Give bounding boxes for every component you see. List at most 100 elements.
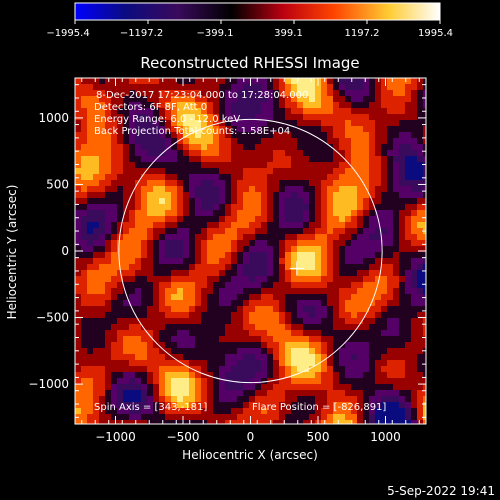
heatmap-cell xyxy=(327,102,333,108)
heatmap-cell xyxy=(141,84,147,90)
heatmap-cell xyxy=(261,192,267,198)
heatmap-cell xyxy=(267,144,273,150)
heatmap-cell xyxy=(255,300,261,306)
heatmap-cell xyxy=(309,240,315,246)
heatmap-cell xyxy=(303,390,309,396)
heatmap-cell xyxy=(225,342,231,348)
heatmap-cell xyxy=(381,222,387,228)
heatmap-cell xyxy=(393,228,399,234)
heatmap-cell xyxy=(387,330,393,336)
heatmap-cell xyxy=(183,90,189,96)
heatmap-cell xyxy=(141,330,147,336)
heatmap-cell xyxy=(189,276,195,282)
heatmap-cell xyxy=(135,402,141,408)
heatmap-cell xyxy=(249,234,255,240)
heatmap-cell xyxy=(249,180,255,186)
heatmap-cell xyxy=(81,204,87,210)
heatmap-cell xyxy=(351,276,357,282)
info-line-method: Back Projection Total counts: 1.58E+04 xyxy=(94,126,290,137)
heatmap-cell xyxy=(297,180,303,186)
heatmap-cell xyxy=(183,210,189,216)
heatmap-cell xyxy=(207,102,213,108)
heatmap-cell xyxy=(153,210,159,216)
heatmap-cell xyxy=(357,114,363,120)
heatmap-cell xyxy=(195,312,201,318)
heatmap-cell xyxy=(189,114,195,120)
heatmap-cell xyxy=(411,234,417,240)
heatmap-cell xyxy=(291,276,297,282)
heatmap-cell xyxy=(207,420,213,424)
heatmap-cell xyxy=(171,90,177,96)
heatmap-cell xyxy=(213,378,219,384)
heatmap-cell xyxy=(393,222,399,228)
heatmap-cell xyxy=(297,378,303,384)
heatmap-cell xyxy=(153,108,159,114)
heatmap-cell xyxy=(339,420,345,424)
heatmap-cell xyxy=(249,78,255,84)
heatmap-cell xyxy=(345,204,351,210)
heatmap-cell xyxy=(75,204,81,210)
heatmap-cell xyxy=(111,396,117,402)
heatmap-cell xyxy=(123,168,129,174)
heatmap-cell xyxy=(243,390,249,396)
heatmap-cell xyxy=(135,168,141,174)
heatmap-cell xyxy=(219,90,225,96)
heatmap-cell xyxy=(255,150,261,156)
heatmap-cell xyxy=(177,180,183,186)
heatmap-cell xyxy=(213,294,219,300)
heatmap-cell xyxy=(243,372,249,378)
heatmap-cell xyxy=(357,348,363,354)
heatmap-cell xyxy=(195,324,201,330)
heatmap-cell xyxy=(255,252,261,258)
heatmap-cell xyxy=(357,222,363,228)
heatmap-cell xyxy=(423,318,426,324)
heatmap-cell xyxy=(135,138,141,144)
heatmap-cell xyxy=(351,144,357,150)
heatmap-cell xyxy=(207,180,213,186)
heatmap-cell xyxy=(243,264,249,270)
heatmap-cell xyxy=(159,144,165,150)
heatmap-cell xyxy=(129,132,135,138)
heatmap-cell xyxy=(297,78,303,84)
heatmap-cell xyxy=(129,330,135,336)
heatmap-cell xyxy=(231,372,237,378)
heatmap-cell xyxy=(417,90,423,96)
heatmap-cell xyxy=(297,336,303,342)
heatmap-cell xyxy=(75,372,81,378)
heatmap-cell xyxy=(321,78,327,84)
heatmap-cell xyxy=(237,318,243,324)
heatmap-cell xyxy=(363,114,369,120)
heatmap-cell xyxy=(165,270,171,276)
heatmap-cell xyxy=(135,234,141,240)
heatmap-cell xyxy=(171,312,177,318)
heatmap-cell xyxy=(147,168,153,174)
heatmap-cell xyxy=(375,270,381,276)
heatmap-cell xyxy=(339,288,345,294)
heatmap-cell xyxy=(87,300,93,306)
heatmap-cell xyxy=(153,330,159,336)
heatmap-cell xyxy=(351,108,357,114)
heatmap-cell xyxy=(195,336,201,342)
heatmap-cell xyxy=(231,348,237,354)
heatmap-cell xyxy=(141,240,147,246)
heatmap-cell xyxy=(369,390,375,396)
heatmap-cell xyxy=(177,192,183,198)
heatmap-cell xyxy=(291,384,297,390)
heatmap-cell xyxy=(231,204,237,210)
heatmap-cell xyxy=(255,402,261,408)
heatmap-cell xyxy=(285,240,291,246)
heatmap-cell xyxy=(393,282,399,288)
heatmap-cell xyxy=(177,348,183,354)
heatmap-cell xyxy=(321,360,327,366)
heatmap-cell xyxy=(273,144,279,150)
heatmap-cell xyxy=(417,174,423,180)
heatmap-cell xyxy=(423,420,426,424)
heatmap-cell xyxy=(333,312,339,318)
heatmap-cell xyxy=(267,240,273,246)
heatmap-cell xyxy=(285,96,291,102)
heatmap-cell xyxy=(255,90,261,96)
heatmap-cell xyxy=(249,276,255,282)
heatmap-cell xyxy=(243,294,249,300)
heatmap-cell xyxy=(87,348,93,354)
